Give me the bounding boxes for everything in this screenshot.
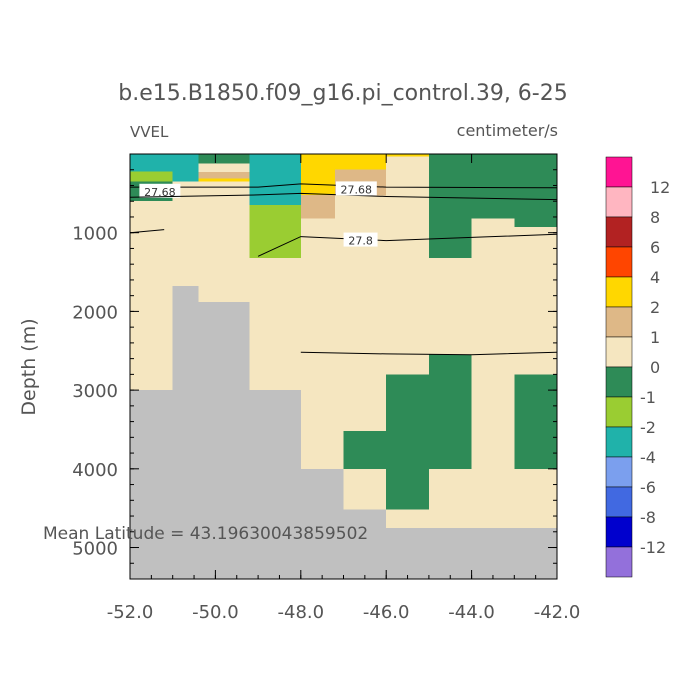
heatmap-cell	[300, 154, 387, 170]
x-tick-label: -50.0	[192, 602, 239, 623]
contour-line	[129, 192, 558, 201]
heatmap-cell	[300, 169, 335, 195]
contour-label: 27.8	[348, 235, 373, 248]
heatmap-cell	[130, 154, 199, 172]
heatmap-cell	[198, 178, 250, 182]
colorbar-label: -8	[640, 508, 656, 527]
colorbar-swatch	[605, 546, 633, 578]
x-tick-label: -46.0	[363, 602, 410, 623]
chart-title: b.e15.B1850.f09_g16.pi_control.39, 6-25	[118, 81, 568, 106]
heatmap-cell	[386, 374, 429, 469]
colorbar-label: -4	[640, 448, 656, 467]
land-cell	[249, 390, 301, 579]
contour-label: 27.68	[341, 183, 373, 196]
colorbar-swatch	[605, 336, 633, 368]
heatmap-cell	[428, 154, 472, 258]
colorbar-swatch	[605, 186, 633, 218]
contour-label-bg	[335, 181, 377, 196]
colorbar-swatch	[605, 396, 633, 428]
heatmap-cell	[514, 154, 557, 228]
colorbar-label: 0	[650, 358, 660, 377]
colorbar-swatch	[605, 216, 633, 248]
land-cell	[172, 286, 199, 579]
colorbar-label: -2	[640, 418, 656, 437]
colorbar-swatch	[605, 456, 633, 488]
land-mask	[130, 286, 557, 579]
density-contours: 27.68 27.68 27.8	[129, 181, 558, 356]
x-tick-label: -42.0	[534, 602, 581, 623]
colorbar-label: 8	[650, 208, 660, 227]
colorbar-label: 2	[650, 298, 660, 317]
heatmap-cell	[172, 171, 199, 182]
colorbar-swatch	[605, 486, 633, 518]
y-tick-label: 4000	[72, 460, 118, 481]
contour-line	[129, 229, 165, 234]
plot-area: 27.68 27.68 27.8	[129, 153, 558, 580]
y-tick-label: 3000	[72, 381, 118, 402]
colorbar-label: 1	[650, 328, 660, 347]
contour-line	[130, 183, 558, 189]
colorbar-swatch	[605, 426, 633, 458]
colorbar-label: 12	[650, 178, 670, 197]
heatmap-cell	[198, 154, 250, 164]
colorbar: 12 8 6 4 2 1 0 -1 -2 -4 -6 -8 -12	[605, 156, 670, 578]
axes: -52.0 -50.0 -48.0 -46.0 -44.0 -42.0 1000 2000 30…	[72, 154, 580, 623]
y-tick-label: 2000	[72, 302, 118, 323]
heatmap-cell	[249, 154, 301, 206]
mean-latitude-annotation: Mean Latitude = 43.19630043859502	[43, 524, 368, 544]
colorbar-label: 4	[650, 268, 660, 287]
colorbar-label: -6	[640, 478, 656, 497]
y-tick-label: 1000	[72, 224, 118, 245]
contour-label-bg	[343, 232, 378, 247]
heatmap-cell	[300, 194, 335, 219]
colorbar-swatch	[605, 366, 633, 398]
heatmap-cell	[514, 374, 557, 469]
heatmap-cell	[334, 169, 387, 182]
land-cell	[300, 468, 344, 579]
heatmap-cell	[343, 431, 387, 469]
contour-label: 27.68	[144, 186, 176, 199]
heatmap-cell	[198, 172, 250, 179]
x-tick-label: -48.0	[278, 602, 325, 623]
colorbar-label: 6	[650, 238, 660, 257]
heatmap-cell	[249, 205, 301, 258]
land-cell	[130, 390, 173, 579]
colorbar-swatch	[605, 306, 633, 338]
colorbar-label: -12	[640, 538, 666, 557]
contour-label-bg	[139, 183, 181, 198]
colorbar-swatch	[605, 276, 633, 308]
land-cell	[343, 509, 387, 579]
variable-label: VVEL	[130, 123, 169, 141]
colorbar-swatch	[605, 156, 633, 188]
heatmap-cell	[428, 354, 472, 469]
heatmap-cell	[471, 154, 515, 219]
y-tick-label: 5000	[72, 539, 118, 560]
heatmap-cell	[386, 468, 429, 510]
colorbar-swatch	[605, 516, 633, 548]
y-axis-label: Depth (m)	[18, 318, 40, 415]
colorbar-label: -1	[640, 388, 656, 407]
contour-line	[300, 351, 558, 356]
heatmap-cell	[130, 171, 173, 182]
heatmap-cells	[130, 154, 557, 579]
x-tick-label: -44.0	[448, 602, 495, 623]
units-label: centimeter/s	[457, 121, 558, 140]
colorbar-swatch	[605, 246, 633, 278]
x-tick-label: -52.0	[107, 602, 154, 623]
contour-line	[257, 233, 558, 257]
land-cell	[198, 301, 250, 579]
